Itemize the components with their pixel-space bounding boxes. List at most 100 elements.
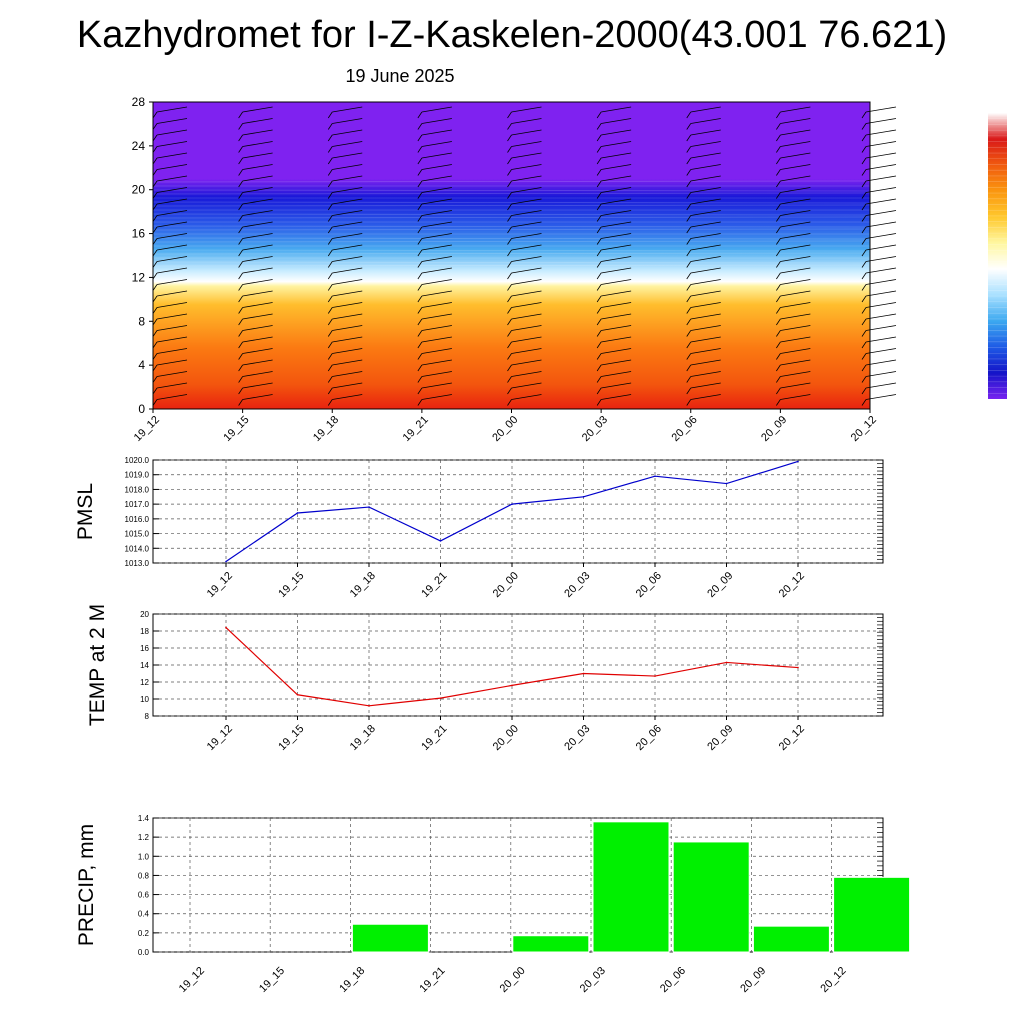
wind-barb	[690, 371, 721, 377]
wind-barb-shaft	[327, 215, 333, 222]
wind-barb-shaft	[776, 123, 781, 130]
y-tick-label: 10	[140, 695, 149, 704]
wind-barb-shaft	[596, 318, 602, 326]
wind-barb	[511, 302, 542, 308]
wind-barb	[156, 382, 188, 389]
wind-barb-shaft	[152, 376, 158, 383]
wind-barb-shaft	[327, 111, 333, 119]
wind-barb	[780, 187, 811, 193]
wind-barb	[780, 302, 811, 308]
wind-barb	[865, 382, 897, 389]
pmsl-data-point	[368, 506, 370, 508]
wind-barb	[421, 394, 452, 400]
wind-barb	[421, 279, 452, 285]
wind-barb	[156, 279, 188, 285]
wind-barb	[421, 325, 452, 331]
wind-barb	[865, 267, 897, 274]
wind-barb-shaft	[238, 364, 243, 372]
x-tick-label: 20_03	[562, 570, 592, 600]
wind-barb-shaft	[686, 134, 692, 142]
temp-data-point	[725, 661, 728, 664]
wind-barb-shaft	[507, 203, 512, 211]
wind-barb-shaft	[507, 238, 512, 245]
wind-barb-shaft	[327, 341, 333, 349]
wind-barb	[511, 267, 542, 274]
wind-barb	[690, 302, 721, 308]
wind-barb	[332, 382, 363, 389]
wind-barb	[242, 382, 273, 389]
x-tick-label: 19_18	[348, 570, 378, 600]
wind-barb-shaft	[327, 295, 333, 303]
wind-barb	[156, 118, 188, 124]
wind-barb	[421, 359, 452, 366]
wind-barb-shaft	[686, 295, 692, 303]
wind-barb	[332, 394, 363, 400]
x-tick-label: 19_18	[311, 414, 341, 444]
wind-barb	[511, 233, 542, 239]
wind-barb-shaft	[686, 192, 692, 199]
contour-line	[152, 189, 871, 192]
wind-barb	[780, 129, 811, 136]
wind-barb	[865, 233, 897, 239]
wind-barb	[421, 198, 452, 205]
wind-barb-shaft	[417, 261, 423, 268]
y-tick-label: 28	[132, 95, 146, 109]
wind-barb	[601, 394, 632, 400]
wind-barb-shaft	[861, 295, 867, 303]
x-tick-label: 19_18	[337, 965, 367, 995]
wind-barb	[421, 210, 452, 216]
wind-barb	[332, 313, 363, 320]
x-tick-label: 19_21	[419, 723, 449, 753]
wind-barb	[780, 233, 811, 239]
wind-barb-shaft	[686, 330, 692, 337]
wind-barb-shaft	[152, 215, 158, 222]
y-tick-label: 1016.0	[125, 515, 150, 524]
contour-line	[152, 216, 871, 219]
x-tick-label: 20_03	[562, 723, 592, 753]
wind-barb-shaft	[596, 376, 602, 383]
wind-barb	[156, 106, 188, 113]
wind-barb-shaft	[507, 284, 512, 291]
wind-barb-shaft	[776, 353, 781, 360]
wind-barb	[780, 267, 811, 274]
wind-barb	[242, 371, 273, 377]
wind-barb-shaft	[417, 353, 423, 360]
y-tick-label: 1.4	[138, 814, 150, 823]
wind-barb-shaft	[596, 341, 602, 349]
wind-barb	[421, 152, 452, 159]
wind-barb-shaft	[507, 399, 512, 406]
wind-barb	[156, 348, 188, 354]
wind-barb-shaft	[238, 238, 243, 245]
wind-barb	[511, 313, 542, 320]
precip-bar	[752, 925, 830, 953]
wind-barb-shaft	[686, 387, 692, 395]
contour-line	[152, 264, 871, 267]
wind-barb	[421, 313, 452, 320]
wind-barb	[780, 210, 811, 216]
y-tick-label: 18	[140, 627, 149, 636]
wind-barb-shaft	[238, 249, 243, 257]
y-tick-label: 1014.0	[125, 544, 150, 553]
wind-barb	[242, 325, 273, 331]
wind-barb	[865, 118, 897, 124]
wind-barb-shaft	[417, 203, 423, 211]
wind-barb	[601, 371, 632, 377]
wind-barb	[332, 141, 363, 147]
wind-barb-shaft	[327, 157, 333, 165]
x-tick-label: 19_18	[348, 723, 378, 753]
wind-barb-shaft	[238, 203, 243, 211]
wind-barb	[780, 244, 811, 251]
wind-barb-shaft	[596, 123, 602, 130]
wind-barb-shaft	[861, 376, 867, 383]
wind-barb-shaft	[507, 307, 512, 314]
temp-data-point	[225, 626, 227, 629]
x-tick-label: 20_06	[670, 414, 700, 444]
wind-barb	[242, 141, 273, 147]
wind-barb	[511, 187, 542, 193]
wind-barb-shaft	[776, 238, 781, 245]
wind-barb-shaft	[507, 341, 512, 349]
wind-barb	[865, 164, 897, 170]
contour-line	[152, 252, 871, 255]
wind-barb	[690, 290, 721, 297]
wind-barb	[156, 302, 188, 308]
